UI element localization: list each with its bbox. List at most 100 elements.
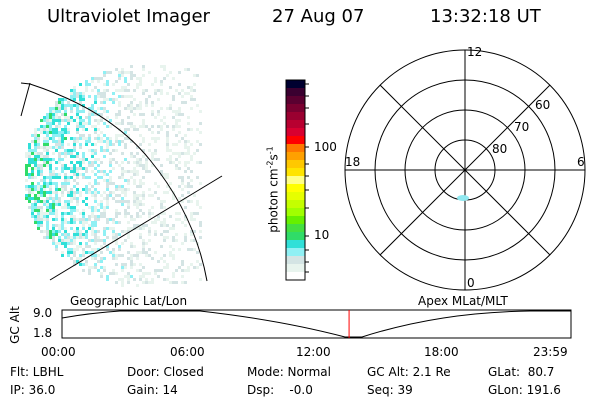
aurora-pixel [49,191,52,194]
aurora-pixel [109,191,112,194]
aurora-pixel [142,167,145,170]
aurora-pixel [154,191,157,194]
aurora-pixel [40,188,43,191]
aurora-pixel [139,158,142,161]
aurora-pixel [145,104,148,107]
aurora-pixel [70,209,73,212]
colorbar-tick-10: 10 [314,228,330,242]
aurora-pixel [163,254,166,257]
aurora-pixel [31,182,34,185]
aurora-pixel [76,170,79,173]
aurora-pixel [91,164,94,167]
aurora-pixel [28,200,31,203]
aurora-pixel [160,233,163,236]
aurora-pixel [94,197,97,200]
aurora-pixel [82,263,85,266]
aurora-pixel [145,158,148,161]
aurora-pixel [55,101,58,104]
aurora-pixel [103,212,106,215]
aurora-pixel [148,128,151,131]
aurora-pixel [94,173,97,176]
aurora-pixel [175,233,178,236]
aurora-pixel [94,239,97,242]
aurora-pixel [106,125,109,128]
aurora-pixel [178,167,181,170]
aurora-pixel [163,239,166,242]
aurora-pixel [34,131,37,134]
aurora-pixel [178,131,181,134]
aurora-pixel [136,200,139,203]
aurora-pixel [100,239,103,242]
aurora-pixel [64,152,67,155]
aurora-pixel [127,179,130,182]
polar-label-18: 18 [345,155,361,169]
aurora-pixel [55,212,58,215]
aurora-pixel [70,251,73,254]
aurora-pixel [166,158,169,161]
aurora-pixel [85,158,88,161]
aurora-pixel [181,269,184,272]
aurora-pixel [136,170,139,173]
aurora-pixel [172,236,175,239]
aurora-pixel [46,185,49,188]
aurora-pixel [85,263,88,266]
aurora-pixel [103,155,106,158]
aurora-pixel [142,164,145,167]
aurora-pixel [133,167,136,170]
aurora-pixel [52,206,55,209]
aurora-pixel [172,152,175,155]
aurora-pixel [46,134,49,137]
aurora-pixel [79,101,82,104]
aurora-pixel [133,125,136,128]
aurora-pixel [49,170,52,173]
aurora-pixel [190,263,193,266]
aurora-pixel [52,119,55,122]
aurora-pixel [187,266,190,269]
aurora-pixel [70,98,73,101]
aurora-pixel [82,98,85,101]
aurora-pixel [55,143,58,146]
aurora-pixel [94,200,97,203]
aurora-pixel [121,86,124,89]
aurora-pixel [52,197,55,200]
aurora-pixel [142,191,145,194]
aurora-pixel [160,221,163,224]
aurora-pixel [100,101,103,104]
aurora-pixel [73,251,76,254]
aurora-pixel [115,137,118,140]
aurora-pixel [130,125,133,128]
aurora-pixel [133,74,136,77]
aurora-pixel [34,146,37,149]
aurora-pixel [112,149,115,152]
aurora-pixel [43,182,46,185]
aurora-pixel [67,128,70,131]
aurora-pixel [106,179,109,182]
aurora-pixel [52,173,55,176]
aurora-pixel [67,194,70,197]
aurora-pixel [148,230,151,233]
aurora-pixel [52,200,55,203]
aurora-pixel [160,80,163,83]
aurora-pixel [37,194,40,197]
aurora-pixel [184,164,187,167]
aurora-pixel [94,137,97,140]
aurora-pixel [61,137,64,140]
aurora-pixel [64,167,67,170]
colorbar-band [286,184,305,193]
aurora-pixel [100,92,103,95]
aurora-pixel [169,251,172,254]
aurora-pixel [73,98,76,101]
aurora-pixel [52,191,55,194]
aurora-pixel [187,140,190,143]
aurora-pixel [64,203,67,206]
colorbar-band [286,88,305,97]
aurora-pixel [85,203,88,206]
aurora-pixel [166,134,169,137]
aurora-pixel [133,155,136,158]
aurora-pixel [73,236,76,239]
aurora-pixel [49,110,52,113]
colorbar-band [286,128,305,137]
aurora-pixel [34,206,37,209]
aurora-pixel [82,167,85,170]
aurora-pixel [88,110,91,113]
